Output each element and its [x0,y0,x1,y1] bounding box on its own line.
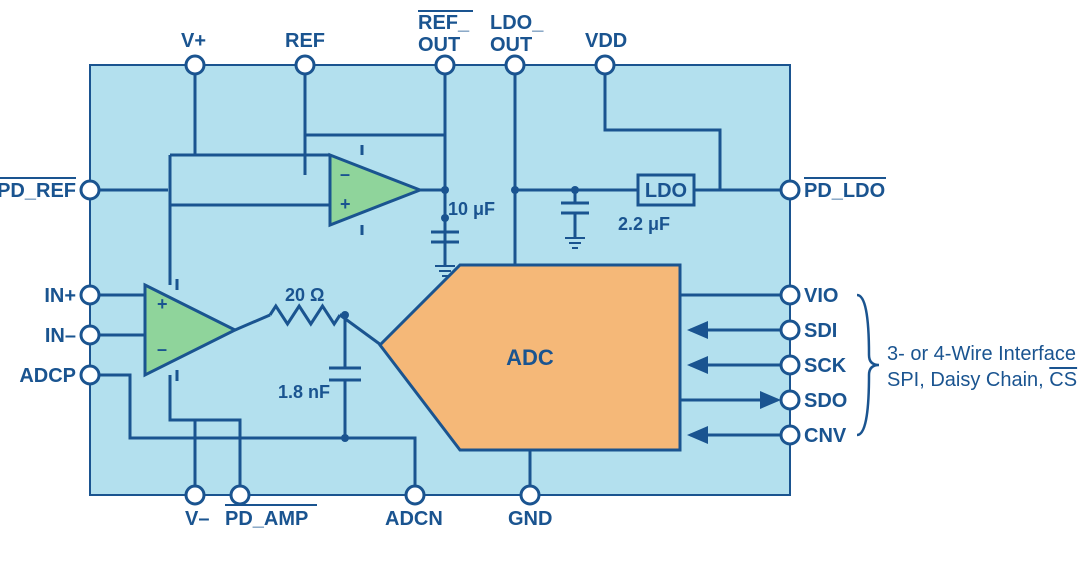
pin-label-gnd: GND [508,508,552,530]
pin-label-sck: SCK [804,355,847,377]
cap-ref-label: 10 μF [448,199,495,219]
refamp-plus: + [340,194,351,214]
pin-ref [296,56,314,74]
pin-vminus [186,486,204,504]
interface-brace [857,295,879,435]
pin-in_minus [81,326,99,344]
opamp-plus: + [157,294,168,314]
pin-pd_ref [81,181,99,199]
junction [441,214,449,222]
pin-in_plus [81,286,99,304]
pin-label-ref_out: OUT [418,34,460,56]
pin-adcp [81,366,99,384]
pin-label-pd_ldo: PD_LDO [804,180,885,202]
ldo-label: LDO [645,180,687,202]
pin-label-ref: REF [285,30,325,52]
pin-label-pd_ref: PD_REF [0,180,76,202]
pin-label-sdi: SDI [804,320,837,342]
resistor-label: 20 Ω [285,285,324,305]
pin-pd_amp [231,486,249,504]
pin-label-ref_out: REF_ [418,12,470,34]
pin-ref_out [436,56,454,74]
pin-label-in_plus: IN+ [44,285,76,307]
interface-text-2: SPI, Daisy Chain, CS [887,369,1077,391]
pin-label-ldo_out: LDO_ [490,12,544,34]
interface-text-1: 3- or 4-Wire Interface [887,343,1076,365]
pin-label-pd_amp: PD_AMP [225,508,308,530]
pin-label-vdd: VDD [585,30,627,52]
pin-gnd [521,486,539,504]
pin-label-vplus: V+ [181,30,206,52]
pin-adcn [406,486,424,504]
pin-pd_ldo [781,181,799,199]
pin-label-cnv: CNV [804,425,847,447]
refamp-minus: – [340,164,350,184]
pin-sdo [781,391,799,409]
pin-vplus [186,56,204,74]
pin-vdd [596,56,614,74]
pin-ldo_out [506,56,524,74]
junction [441,186,449,194]
cap-in-label: 1.8 nF [278,382,330,402]
pin-label-sdo: SDO [804,390,847,412]
pin-label-vminus: V– [185,508,209,530]
opamp-minus: – [157,339,167,359]
adc-label: ADC [506,345,554,370]
pin-sck [781,356,799,374]
pin-cnv [781,426,799,444]
pin-sdi [781,321,799,339]
junction [511,186,519,194]
pin-label-adcp: ADCP [19,365,76,387]
pin-label-ldo_out: OUT [490,34,532,56]
pin-label-vio: VIO [804,285,838,307]
cap-ldo-label: 2.2 μF [618,214,670,234]
pin-label-in_minus: IN– [45,325,76,347]
pin-label-adcn: ADCN [385,508,443,530]
pin-vio [781,286,799,304]
